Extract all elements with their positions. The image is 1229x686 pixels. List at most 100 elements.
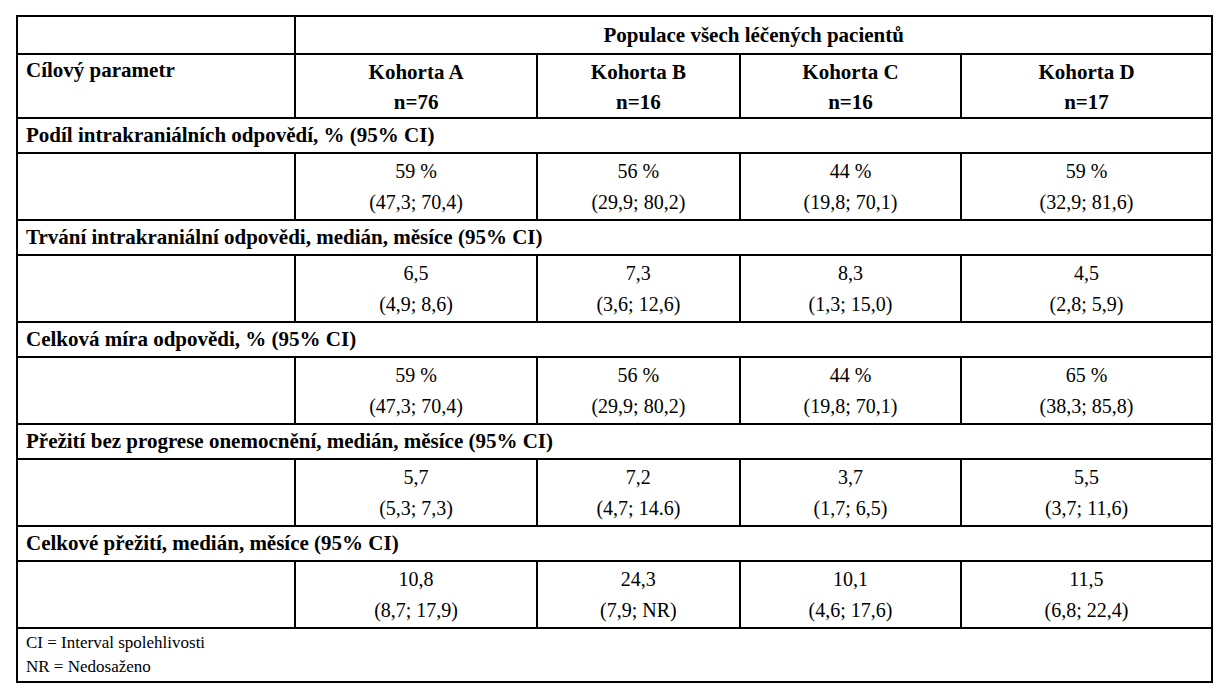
value: 5,7	[296, 462, 535, 493]
value: 56 %	[538, 156, 739, 187]
population-header-row: Populace všech léčených pacientů	[17, 16, 1212, 54]
value: 44 %	[741, 156, 960, 187]
value: 7,2	[538, 462, 739, 493]
section-row-overall-survival: Celkové přežití, medián, měsíce (95% CI)	[17, 526, 1212, 561]
footnote-nr: NR = Nedosaženo	[26, 655, 1203, 679]
population-header: Populace všech léčených pacientů	[295, 16, 1212, 54]
data-cell: 11,5 (6,8; 22,4)	[961, 561, 1212, 628]
confidence-interval: (29,9; 80,2)	[538, 391, 739, 422]
data-cell: 44 % (19,8; 70,1)	[740, 153, 961, 220]
confidence-interval: (32,9; 81,6)	[962, 187, 1211, 218]
confidence-interval: (47,3; 70,4)	[296, 391, 535, 422]
data-cell: 24,3 (7,9; NR)	[537, 561, 740, 628]
section-row-duration-response: Trvání intrakraniální odpovědi, medián, …	[17, 220, 1212, 255]
section-title: Celková míra odpovědi, % (95% CI)	[17, 322, 1212, 357]
top-left-empty-cell	[17, 16, 295, 54]
confidence-interval: (4,7; 14.6)	[538, 493, 739, 524]
cohort-b-label: Kohorta B	[538, 57, 739, 87]
cohort-c-header: Kohorta C n=16	[740, 54, 961, 118]
data-cell: 8,3 (1,3; 15,0)	[740, 255, 961, 322]
data-cell: 10,8 (8,7; 17,9)	[295, 561, 536, 628]
confidence-interval: (8,7; 17,9)	[296, 595, 535, 626]
data-cell: 7,3 (3,6; 12,6)	[537, 255, 740, 322]
data-cell: 10,1 (4,6; 17,6)	[740, 561, 961, 628]
cohort-b-header: Kohorta B n=16	[537, 54, 740, 118]
row-label-empty-cell	[17, 357, 295, 424]
section-row-pfs: Přežití bez progrese onemocnění, medián,…	[17, 424, 1212, 459]
cohort-c-label: Kohorta C	[741, 57, 960, 87]
value: 24,3	[538, 564, 739, 595]
data-cell: 59 % (47,3; 70,4)	[295, 357, 536, 424]
confidence-interval: (19,8; 70,1)	[741, 391, 960, 422]
data-cell: 59 % (32,9; 81,6)	[961, 153, 1212, 220]
cohort-d-header: Kohorta D n=17	[961, 54, 1212, 118]
data-cell: 56 % (29,9; 80,2)	[537, 357, 740, 424]
value: 10,1	[741, 564, 960, 595]
confidence-interval: (1,3; 15,0)	[741, 289, 960, 320]
value: 65 %	[962, 360, 1211, 391]
data-cell: 5,5 (3,7; 11,6)	[961, 459, 1212, 526]
value: 5,5	[962, 462, 1211, 493]
confidence-interval: (1,7; 6,5)	[741, 493, 960, 524]
value: 10,8	[296, 564, 535, 595]
value: 4,5	[962, 258, 1211, 289]
value: 6,5	[296, 258, 535, 289]
cohort-a-header: Kohorta A n=76	[295, 54, 536, 118]
value: 56 %	[538, 360, 739, 391]
section-title: Přežití bez progrese onemocnění, medián,…	[17, 424, 1212, 459]
value: 7,3	[538, 258, 739, 289]
confidence-interval: (3,6; 12,6)	[538, 289, 739, 320]
confidence-interval: (6,8; 22,4)	[962, 595, 1211, 626]
confidence-interval: (4,9; 8,6)	[296, 289, 535, 320]
clinical-results-table: Populace všech léčených pacientů Cílový …	[16, 15, 1213, 683]
section-title: Trvání intrakraniální odpovědi, medián, …	[17, 220, 1212, 255]
section-title: Podíl intrakraniálních odpovědí, % (95% …	[17, 118, 1212, 153]
section-title: Celkové přežití, medián, měsíce (95% CI)	[17, 526, 1212, 561]
cohort-c-n: n=16	[741, 87, 960, 117]
cohort-d-n: n=17	[962, 87, 1211, 117]
footnote-ci: CI = Interval spolehlivosti	[26, 631, 1203, 655]
data-cell: 65 % (38,3; 85,8)	[961, 357, 1212, 424]
confidence-interval: (7,9; NR)	[538, 595, 739, 626]
row-label-empty-cell	[17, 153, 295, 220]
data-row-overall-survival: 10,8 (8,7; 17,9) 24,3 (7,9; NR) 10,1 (4,…	[17, 561, 1212, 628]
data-row-duration-response: 6,5 (4,9; 8,6) 7,3 (3,6; 12,6) 8,3 (1,3;…	[17, 255, 1212, 322]
value: 59 %	[962, 156, 1211, 187]
cohort-a-label: Kohorta A	[296, 57, 535, 87]
confidence-interval: (3,7; 11,6)	[962, 493, 1211, 524]
footnote-row: CI = Interval spolehlivosti NR = Nedosaž…	[17, 628, 1212, 682]
confidence-interval: (5,3; 7,3)	[296, 493, 535, 524]
row-label-empty-cell	[17, 255, 295, 322]
row-label-empty-cell	[17, 459, 295, 526]
data-cell: 6,5 (4,9; 8,6)	[295, 255, 536, 322]
document-page: Populace všech léčených pacientů Cílový …	[0, 0, 1229, 686]
confidence-interval: (38,3; 85,8)	[962, 391, 1211, 422]
cohort-b-n: n=16	[538, 87, 739, 117]
value: 44 %	[741, 360, 960, 391]
value: 59 %	[296, 156, 535, 187]
confidence-interval: (47,3; 70,4)	[296, 187, 535, 218]
confidence-interval: (29,9; 80,2)	[538, 187, 739, 218]
confidence-interval: (2,8; 5,9)	[962, 289, 1211, 320]
data-cell: 3,7 (1,7; 6,5)	[740, 459, 961, 526]
value: 3,7	[741, 462, 960, 493]
section-row-intracranial-response: Podíl intrakraniálních odpovědí, % (95% …	[17, 118, 1212, 153]
value: 59 %	[296, 360, 535, 391]
confidence-interval: (4,6; 17,6)	[741, 595, 960, 626]
data-cell: 5,7 (5,3; 7,3)	[295, 459, 536, 526]
data-row-overall-response: 59 % (47,3; 70,4) 56 % (29,9; 80,2) 44 %…	[17, 357, 1212, 424]
footnotes: CI = Interval spolehlivosti NR = Nedosaž…	[17, 628, 1212, 682]
value: 8,3	[741, 258, 960, 289]
data-cell: 7,2 (4,7; 14.6)	[537, 459, 740, 526]
confidence-interval: (19,8; 70,1)	[741, 187, 960, 218]
data-row-intracranial-response: 59 % (47,3; 70,4) 56 % (29,9; 80,2) 44 %…	[17, 153, 1212, 220]
data-cell: 4,5 (2,8; 5,9)	[961, 255, 1212, 322]
cohort-d-label: Kohorta D	[962, 57, 1211, 87]
cohort-a-n: n=76	[296, 87, 535, 117]
data-cell: 56 % (29,9; 80,2)	[537, 153, 740, 220]
section-row-overall-response: Celková míra odpovědi, % (95% CI)	[17, 322, 1212, 357]
value: 11,5	[962, 564, 1211, 595]
cohort-header-row: Cílový parametr Kohorta A n=76 Kohorta B…	[17, 54, 1212, 118]
row-label-empty-cell	[17, 561, 295, 628]
target-parameter-header: Cílový parametr	[17, 54, 295, 118]
